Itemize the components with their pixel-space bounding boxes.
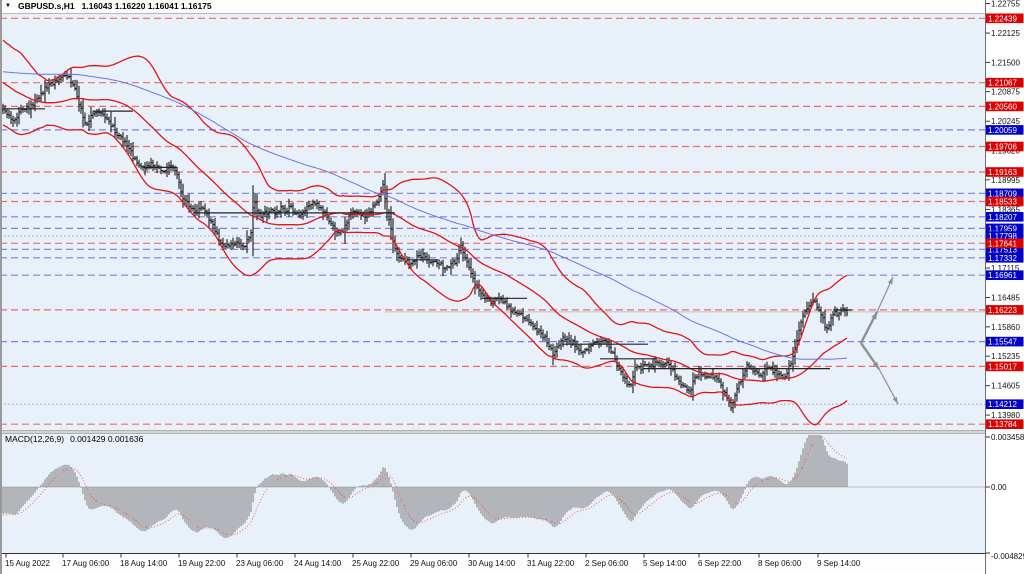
- svg-text:2 Sep 06:00: 2 Sep 06:00: [585, 559, 629, 568]
- svg-text:17 Aug 06:00: 17 Aug 06:00: [62, 559, 110, 568]
- svg-text:1.13980: 1.13980: [991, 411, 1020, 420]
- svg-text:1.17332: 1.17332: [988, 254, 1017, 263]
- svg-text:1.17513: 1.17513: [988, 245, 1017, 254]
- svg-text:-0.004829: -0.004829: [991, 552, 1024, 561]
- macd-signal-line: [2, 436, 848, 536]
- price-pane[interactable]: [0, 17, 985, 426]
- svg-text:1.18995: 1.18995: [991, 176, 1020, 185]
- svg-text:1.19706: 1.19706: [988, 143, 1017, 152]
- macd-name: MACD(12,26,9): [5, 434, 65, 444]
- macd-indicator-label: MACD(12,26,9) 0.001429 0.001636: [5, 434, 143, 444]
- svg-text:5 Sep 14:00: 5 Sep 14:00: [643, 559, 687, 568]
- svg-text:15 Aug 2022: 15 Aug 2022: [5, 559, 50, 568]
- svg-text:1.14212: 1.14212: [988, 400, 1017, 409]
- moving-average-line: [2, 71, 848, 360]
- time-axis-strip[interactable]: [0, 553, 1024, 574]
- chart-title-bar: ▼ GBPUSD.s,H1 1.16043 1.16220 1.16041 1.…: [5, 1, 212, 12]
- svg-text:1.22439: 1.22439: [988, 14, 1017, 23]
- svg-text:1.15547: 1.15547: [988, 338, 1017, 347]
- svg-text:1.20875: 1.20875: [991, 88, 1020, 97]
- forecast-arrows[interactable]: [859, 276, 899, 405]
- svg-text:31 Aug 22:00: 31 Aug 22:00: [527, 559, 575, 568]
- svg-text:1.18533: 1.18533: [988, 198, 1017, 207]
- chart-title-symbol: GBPUSD.s,H1: [17, 1, 75, 11]
- macd-values: 0.001429 0.001636: [70, 434, 144, 444]
- svg-text:1.13784: 1.13784: [988, 420, 1017, 429]
- svg-text:23 Aug 06:00: 23 Aug 06:00: [236, 559, 284, 568]
- svg-text:25 Aug 22:00: 25 Aug 22:00: [352, 559, 400, 568]
- svg-text:1.15860: 1.15860: [991, 323, 1020, 332]
- svg-text:1.19163: 1.19163: [988, 168, 1017, 177]
- svg-text:1.22125: 1.22125: [991, 29, 1020, 38]
- svg-text:1.14605: 1.14605: [991, 382, 1020, 391]
- svg-text:1.15235: 1.15235: [991, 352, 1020, 361]
- svg-text:29 Aug 06:00: 29 Aug 06:00: [410, 559, 458, 568]
- chart-title-ohlc: 1.16043 1.16220 1.16041 1.16175: [81, 1, 212, 11]
- svg-text:18 Aug 14:00: 18 Aug 14:00: [120, 559, 168, 568]
- svg-text:0.003458: 0.003458: [991, 433, 1024, 442]
- window-left-edge: [0, 0, 2, 574]
- symbol-dropdown-icon[interactable]: ▼: [5, 3, 11, 9]
- svg-text:8 Sep 06:00: 8 Sep 06:00: [758, 559, 802, 568]
- svg-text:9 Sep 14:00: 9 Sep 14:00: [817, 559, 861, 568]
- pane-splitter[interactable]: [0, 430, 1024, 434]
- svg-text:24 Aug 14:00: 24 Aug 14:00: [294, 559, 342, 568]
- svg-text:1.17798: 1.17798: [988, 232, 1017, 241]
- svg-text:1.18709: 1.18709: [988, 189, 1017, 198]
- bollinger-lower-line: [2, 124, 848, 426]
- support-resistance-segments[interactable]: [2, 108, 852, 370]
- svg-text:1.16485: 1.16485: [991, 294, 1020, 303]
- svg-text:1.20059: 1.20059: [988, 126, 1017, 135]
- svg-text:1.16223: 1.16223: [988, 306, 1017, 315]
- svg-text:1.17959: 1.17959: [988, 224, 1017, 233]
- time-axis-labels: 15 Aug 2022 17 Aug 06:00 18 Aug 14:00 19 Au…: [5, 553, 861, 568]
- bollinger-middle-line: [2, 82, 848, 382]
- bollinger-upper-line: [2, 39, 848, 361]
- svg-text:1.16961: 1.16961: [988, 271, 1017, 280]
- svg-text:6 Sep 22:00: 6 Sep 22:00: [698, 559, 742, 568]
- title-strip: [0, 0, 1024, 14]
- svg-text:1.20245: 1.20245: [991, 117, 1020, 126]
- svg-text:1.18365: 1.18365: [991, 205, 1020, 214]
- price-axis-strip[interactable]: [985, 0, 1024, 574]
- svg-text:19 Aug 22:00: 19 Aug 22:00: [178, 559, 226, 568]
- svg-text:1.15017: 1.15017: [988, 362, 1017, 371]
- svg-text:1.22755: 1.22755: [991, 0, 1020, 9]
- svg-text:30 Aug 14:00: 30 Aug 14:00: [468, 559, 516, 568]
- svg-text:1.20560: 1.20560: [988, 102, 1017, 111]
- svg-text:1.21067: 1.21067: [988, 79, 1017, 88]
- candle-open-close-ticks: [2, 74, 848, 409]
- macd-histogram: [2, 435, 848, 539]
- macd-pane[interactable]: [0, 435, 985, 539]
- svg-text:1.18207: 1.18207: [988, 213, 1017, 222]
- svg-text:1.21500: 1.21500: [991, 58, 1020, 67]
- svg-text:0.00: 0.00: [991, 483, 1007, 492]
- svg-text:1.17115: 1.17115: [991, 264, 1020, 273]
- svg-text:1.17641: 1.17641: [988, 239, 1017, 248]
